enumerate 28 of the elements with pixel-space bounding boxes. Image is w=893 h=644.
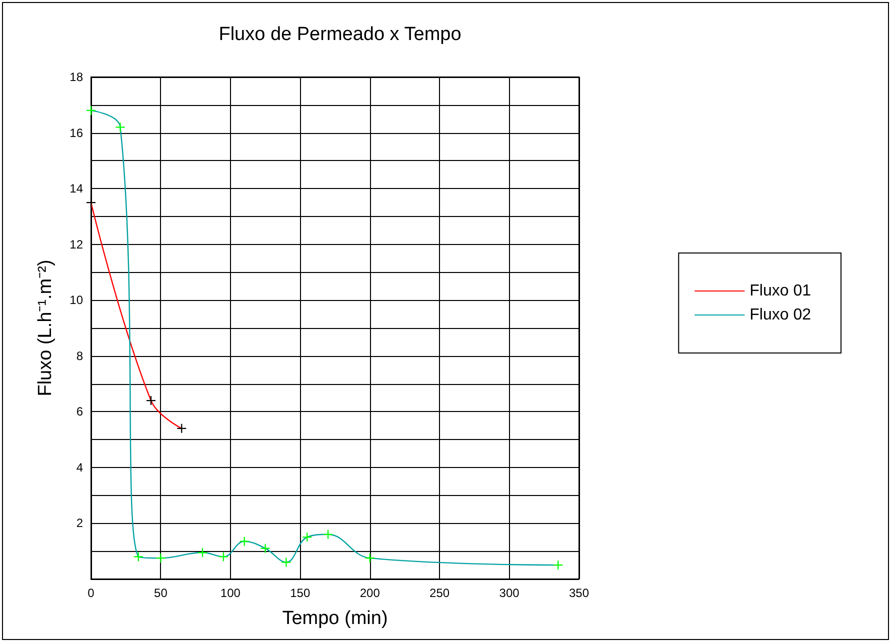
point [218,552,228,562]
x-tick-label: 350 [568,586,590,600]
y-tick-label: 16 [70,126,84,140]
x-tick-label: 100 [220,586,241,600]
y-tick-label: 18 [70,70,84,84]
y-tick-label: 4 [76,460,84,474]
legend-label: Fluxo 01 [750,282,812,300]
point [260,544,270,553]
x-tick-label: 300 [499,586,520,600]
y-tick-label: 2 [76,516,84,530]
x-tick-label: 200 [360,586,380,600]
chart-title: Fluxo de Permeado x Tempo [218,24,462,45]
point [134,552,143,562]
y-tick-label: 14 [70,182,84,196]
x-tick-label: 150 [290,586,310,600]
x-tick-label: 50 [154,586,168,600]
y-tick-label: 8 [76,348,84,363]
y-tick-label: 12 [70,237,84,252]
point [156,554,166,563]
y-tick-label: 6 [76,404,84,419]
point [116,122,125,132]
y-tick-label: 10 [70,293,84,308]
point [282,558,291,567]
legend-label: Fluxo 02 [750,306,812,324]
x-axis-title: Tempo (min) [282,608,388,629]
x-tick-label: 0 [88,586,95,600]
x-tick-label: 250 [430,586,450,600]
y-axis-title: Fluxo (L.h⁻¹.m⁻²) [35,260,56,396]
